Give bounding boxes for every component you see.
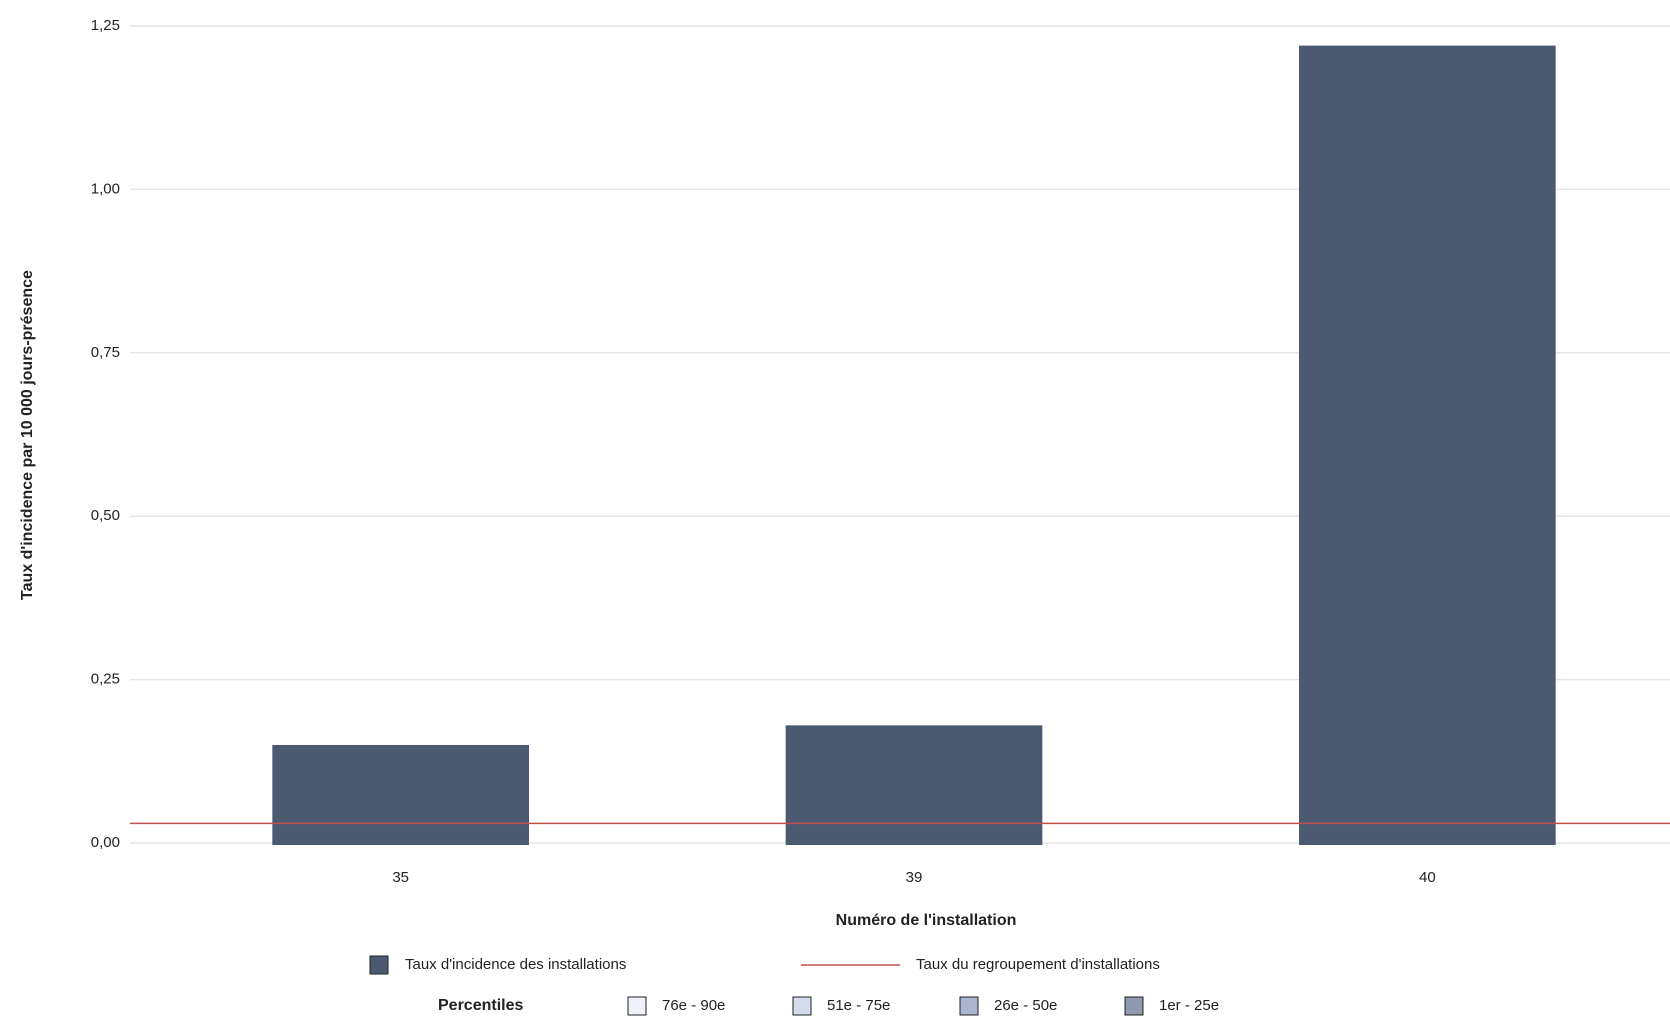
y-axis-title: Taux d'incidence par 10 000 jours-présen… (19, 270, 36, 600)
legend-label: 1er - 25e (1159, 997, 1219, 1014)
y-tick-label: 0,50 (91, 507, 120, 524)
bar (1299, 45, 1556, 845)
legend-swatch (627, 996, 647, 1016)
legend-swatch (1124, 996, 1144, 1016)
legend-label: 26e - 50e (994, 997, 1057, 1014)
x-axis-title: Numéro de l'installation (836, 912, 1017, 929)
x-tick-label: 39 (906, 869, 923, 886)
legend-swatch (959, 996, 979, 1016)
legend-swatch (792, 996, 812, 1016)
bar (272, 744, 529, 845)
y-tick-label: 1,25 (91, 17, 120, 34)
y-tick-label: 0,00 (91, 834, 120, 851)
legend-swatch (369, 955, 389, 975)
y-tick-label: 0,25 (91, 671, 120, 688)
legend-label: Taux du regroupement d'installations (916, 956, 1160, 973)
legend-label: Taux d'incidence des installations (405, 956, 626, 973)
x-tick-label: 35 (392, 869, 409, 886)
legend-label: 51e - 75e (827, 997, 890, 1014)
x-tick-label: 40 (1419, 869, 1436, 886)
y-tick-label: 0,75 (91, 344, 120, 361)
y-tick-label: 1,00 (91, 180, 120, 197)
legend-title: Percentiles (438, 997, 523, 1014)
bar (785, 725, 1043, 845)
legend-label: 76e - 90e (662, 997, 725, 1014)
